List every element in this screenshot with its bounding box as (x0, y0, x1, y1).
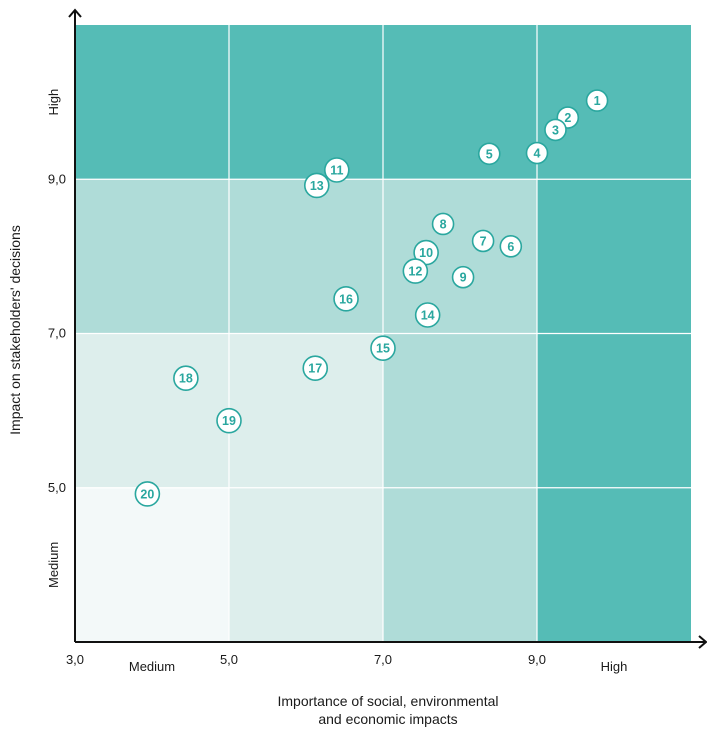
data-point-marker (173, 365, 199, 392)
grid-lines (75, 25, 691, 642)
data-point: 7 (471, 229, 495, 253)
data-point: 11 (323, 157, 350, 183)
data-point-label: 4 (534, 147, 541, 161)
y-tick-label: 9,0 (48, 171, 66, 186)
data-point-marker (370, 335, 396, 361)
data-point: 20 (134, 481, 161, 507)
data-point-marker (525, 141, 549, 165)
data-point-marker (477, 142, 501, 166)
data-point: 16 (333, 285, 359, 312)
data-point: 5 (477, 142, 501, 166)
matrix-zone-2-0 (383, 487, 537, 642)
data-point-marker (585, 89, 609, 112)
data-point: 18 (173, 365, 199, 392)
y-band-label: Medium (46, 542, 61, 588)
matrix-zone-2-3 (383, 25, 537, 180)
tick-labels: 3,0 5,0 7,0 9,0 5,0 7,0 9,0 Medium High Medium Hig… (46, 89, 627, 674)
data-point: 17 (302, 355, 329, 382)
data-point: 6 (499, 235, 523, 258)
matrix-zone-0-3 (75, 25, 229, 180)
matrix-zone-2-1 (383, 333, 537, 488)
x-tick-label: 5,0 (220, 652, 238, 667)
data-point-marker (402, 258, 429, 284)
data-point: 9 (451, 265, 475, 289)
data-point-marker (323, 157, 350, 183)
data-point-marker (303, 172, 330, 199)
matrix-zone-1-3 (229, 25, 383, 180)
x-band-label: Medium (129, 659, 175, 674)
axis-titles: Importance of social, environmental and e… (7, 225, 499, 727)
data-point-label: 10 (419, 246, 433, 260)
matrix-zone-1-2 (229, 179, 383, 334)
data-point-label: 11 (330, 163, 343, 177)
data-point: 1 (585, 89, 609, 112)
matrix-zone-3-1 (537, 333, 691, 488)
plot-zones (75, 25, 691, 642)
data-point-label: 19 (222, 414, 236, 428)
matrix-zone-0-0 (75, 487, 229, 642)
x-tick-label: 9,0 (528, 652, 546, 667)
data-point: 8 (431, 212, 455, 236)
data-point-label: 7 (480, 234, 487, 248)
x-tick-label: 7,0 (374, 652, 392, 667)
data-point-label: 9 (460, 271, 467, 285)
data-point-marker (302, 355, 329, 382)
data-point-marker (414, 302, 441, 328)
matrix-zone-3-0 (537, 487, 691, 642)
data-point-label: 12 (408, 265, 422, 279)
data-point-marker (333, 285, 359, 312)
matrix-zone-1-0 (229, 487, 383, 642)
y-tick-label: 7,0 (48, 326, 66, 341)
x-axis-arrow-icon (698, 635, 707, 649)
data-point: 19 (216, 407, 242, 434)
x-tick-label: 3,0 (66, 652, 84, 667)
data-point-marker (544, 118, 567, 142)
data-point-label: 17 (308, 362, 322, 376)
data-point-marker (471, 229, 495, 253)
data-point-label: 5 (486, 147, 493, 161)
data-point: 10 (413, 239, 439, 266)
matrix-zone-3-2 (537, 179, 691, 334)
y-axis-title: Impact on stakeholders' decisions (7, 225, 23, 435)
data-point-label: 2 (564, 111, 571, 125)
data-point-label: 18 (179, 372, 193, 386)
matrix-zone-3-3 (537, 25, 691, 180)
data-point-label: 1 (594, 94, 601, 108)
data-point-label: 13 (310, 179, 324, 193)
matrix-zone-1-1 (229, 333, 383, 488)
x-band-label: High (601, 659, 628, 674)
matrix-zone-0-1 (75, 333, 229, 488)
axes (68, 8, 707, 649)
data-point-label: 3 (552, 123, 559, 137)
data-point-label: 8 (440, 217, 447, 231)
data-point: 15 (370, 335, 396, 361)
data-point-marker (451, 265, 475, 289)
data-point-label: 15 (376, 342, 390, 356)
x-axis-title: Importance of social, environmental (278, 693, 499, 709)
data-point: 4 (525, 141, 549, 165)
data-point-label: 16 (339, 292, 353, 306)
data-point: 13 (303, 172, 330, 199)
data-point-marker (499, 235, 523, 258)
data-point: 3 (544, 118, 567, 142)
y-band-label: High (46, 89, 61, 116)
x-axis-title: and economic impacts (318, 711, 457, 727)
data-point-marker (216, 407, 242, 434)
data-point-label: 14 (421, 308, 435, 322)
data-point: 12 (402, 258, 429, 284)
data-point-marker (431, 212, 455, 236)
matrix-zone-0-2 (75, 179, 229, 334)
y-axis-arrow-icon (68, 8, 82, 18)
y-tick-label: 5,0 (48, 480, 66, 495)
data-point: 14 (414, 302, 441, 328)
data-point-label: 6 (507, 240, 514, 254)
data-point-label: 20 (140, 487, 154, 501)
data-point-marker (134, 481, 161, 507)
